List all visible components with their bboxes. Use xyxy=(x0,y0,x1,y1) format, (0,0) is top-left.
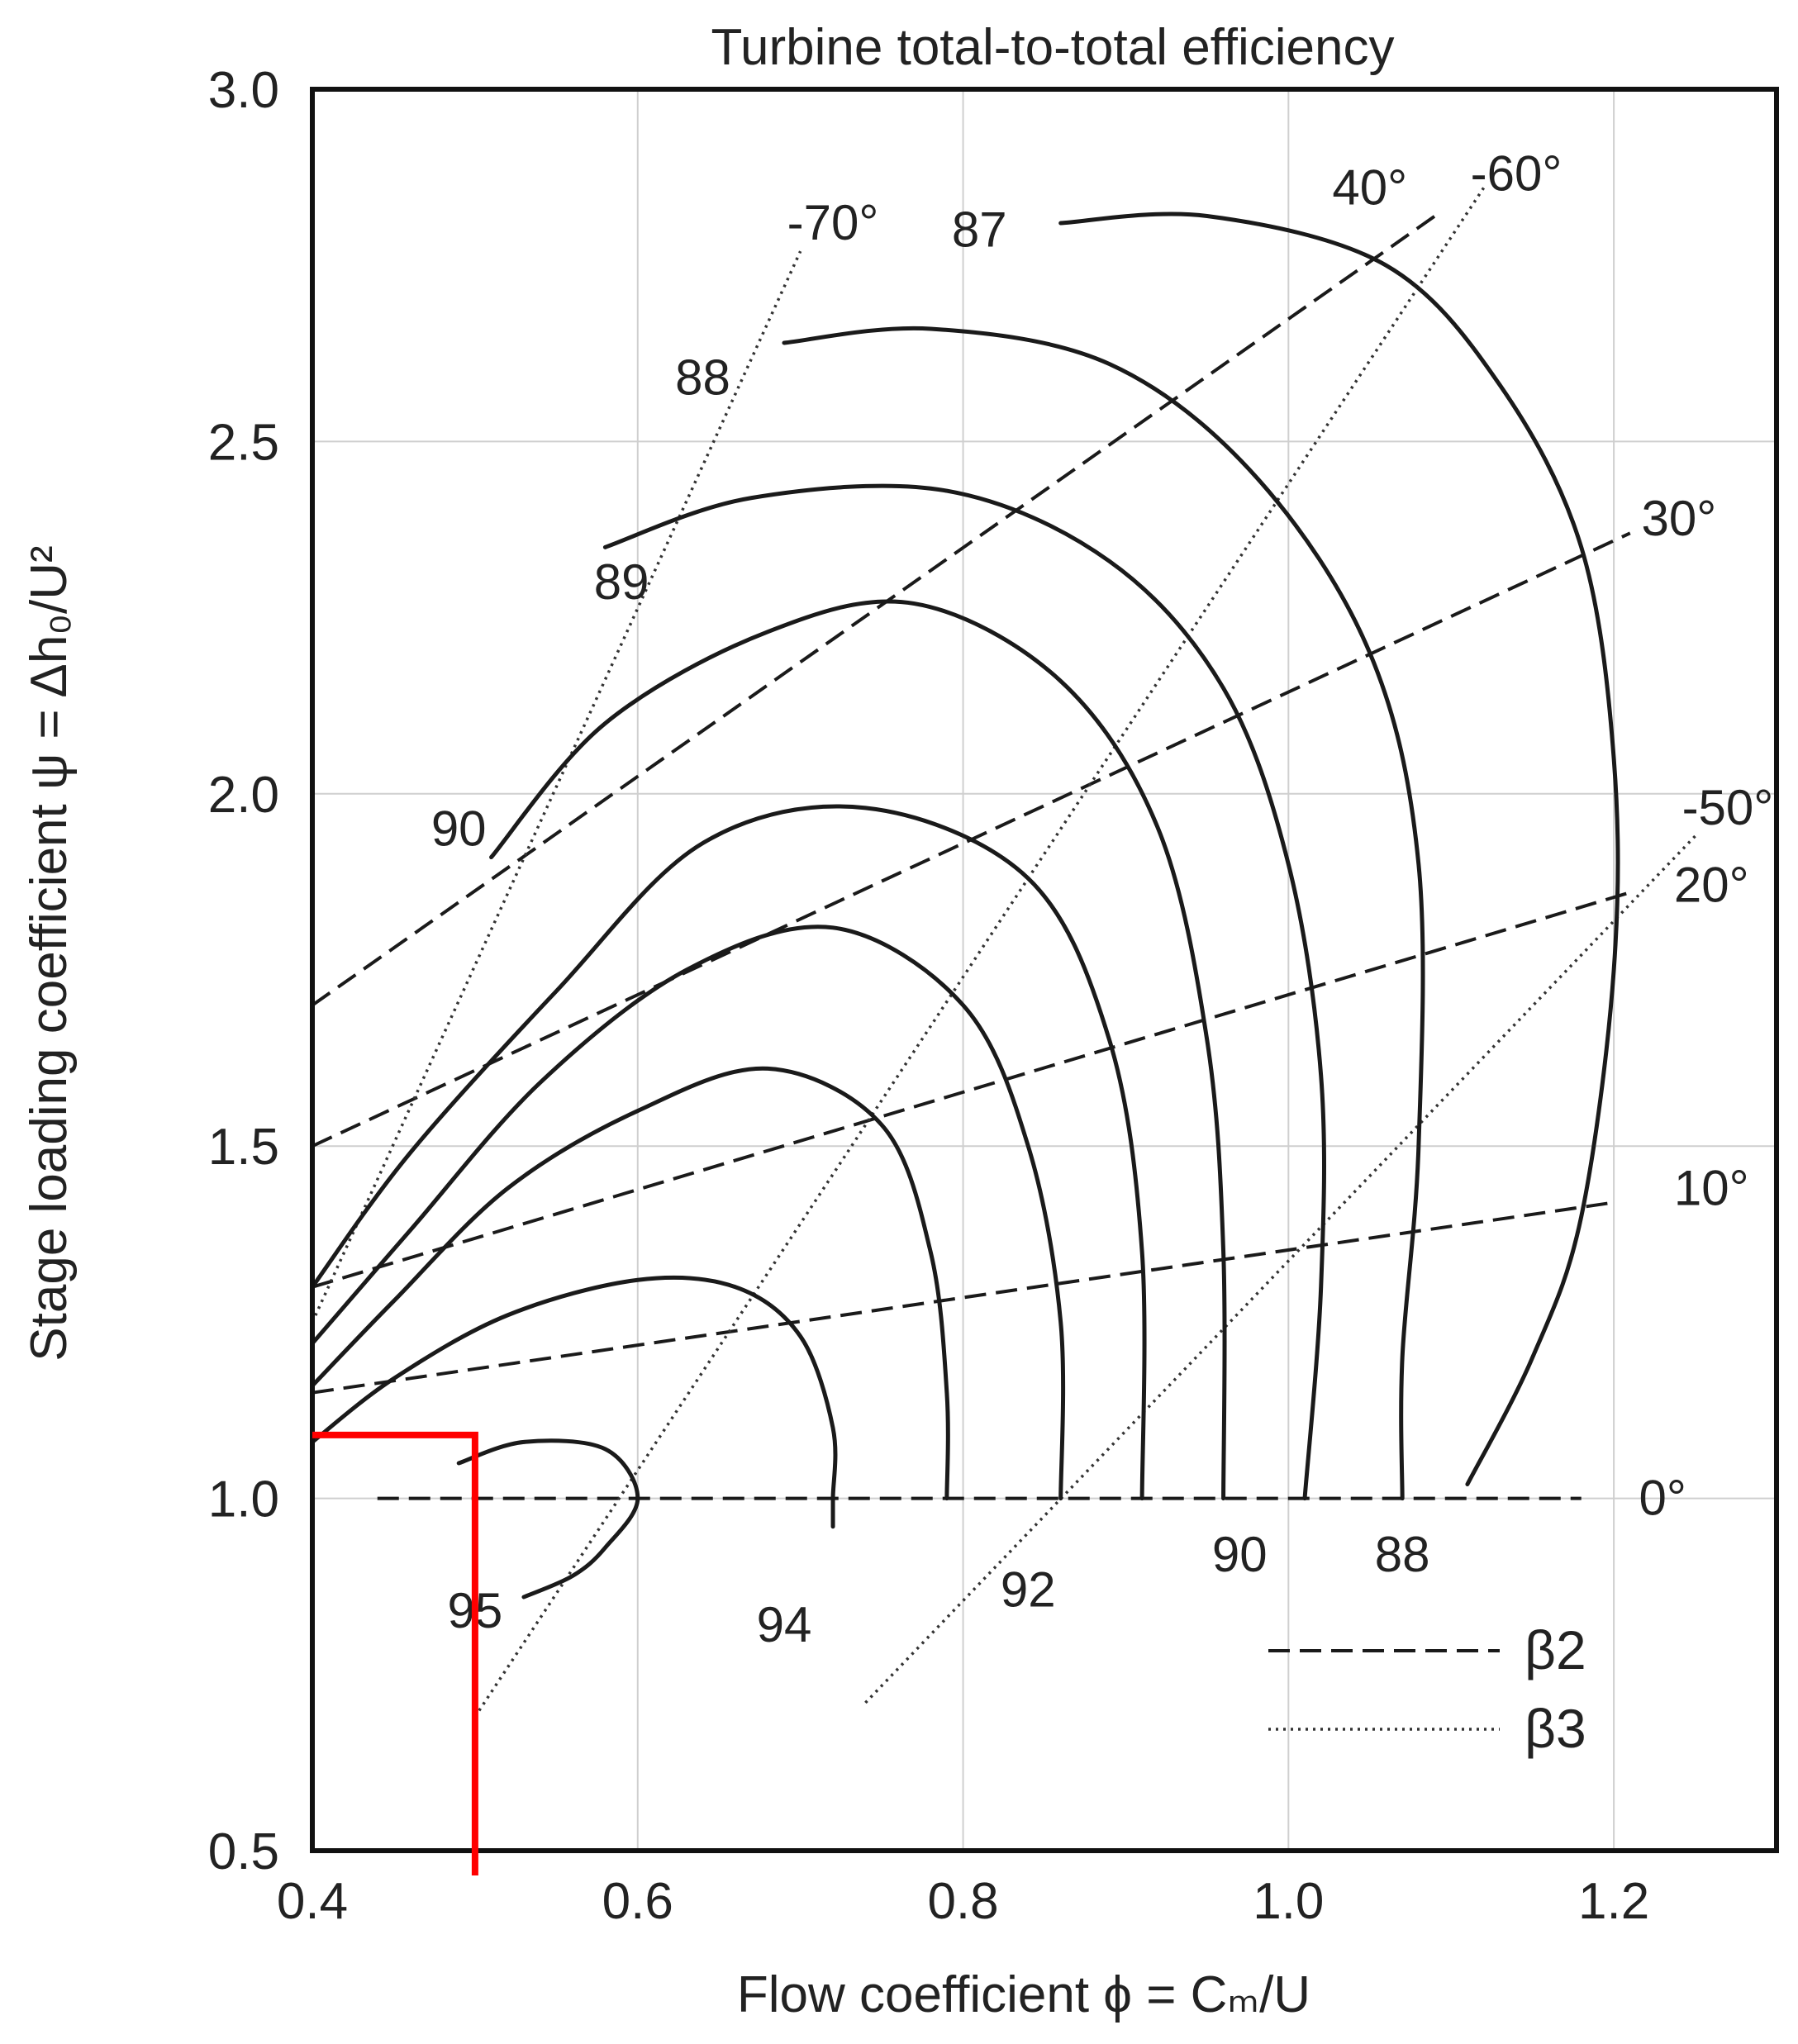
contour-label: 88 xyxy=(1375,1527,1430,1582)
beta3-line xyxy=(473,187,1486,1718)
efficiency-contour xyxy=(1058,212,1620,1487)
efficiency-contour xyxy=(489,599,1227,1501)
efficiency-contour xyxy=(602,483,1326,1501)
angle-label: 20° xyxy=(1674,858,1749,913)
x-tick-label: 0.6 xyxy=(602,1873,673,1930)
contour-label: 89 xyxy=(594,554,649,610)
chart-title: Turbine total-to-total efficiency xyxy=(711,19,1394,76)
x-tick-label: 1.2 xyxy=(1578,1873,1649,1930)
beta3-line xyxy=(311,250,802,1324)
y-tick-label: 2.0 xyxy=(208,767,279,824)
plot-area xyxy=(310,187,1696,1718)
angle-label: 0° xyxy=(1639,1471,1686,1526)
contour-label: 94 xyxy=(757,1597,812,1652)
y-tick-label: 1.0 xyxy=(208,1471,279,1528)
y-tick-label: 3.0 xyxy=(208,62,279,119)
efficiency-contour xyxy=(310,804,1147,1501)
x-axis-label: Flow coefficient ϕ = Cₘ/U xyxy=(737,1966,1310,2023)
efficiency-contour xyxy=(782,326,1425,1501)
y-axis-label: Stage loading coefficient ψ = Δh₀/U² xyxy=(21,545,78,1361)
angle-label: 30° xyxy=(1641,491,1716,546)
y-tick-label: 1.5 xyxy=(208,1119,279,1176)
angle-label: -60° xyxy=(1471,145,1563,201)
angle-label: -50° xyxy=(1682,780,1774,835)
angle-label: 10° xyxy=(1674,1160,1749,1215)
beta2-line xyxy=(312,891,1631,1289)
red-corner-marker xyxy=(312,1431,478,1875)
x-tick-label: 0.4 xyxy=(277,1873,348,1930)
efficiency-contour xyxy=(310,925,1066,1501)
x-tick-label: 0.8 xyxy=(927,1873,998,1930)
beta2-line xyxy=(311,214,1436,1007)
contour-label: 87 xyxy=(952,202,1007,258)
x-tick-label: 1.0 xyxy=(1253,1873,1324,1930)
efficiency-contour xyxy=(456,1438,640,1600)
plot-frame xyxy=(310,87,1779,1853)
contour-label: 90 xyxy=(1212,1527,1268,1582)
y-tick-label: 0.5 xyxy=(208,1823,279,1880)
contour-label: 90 xyxy=(431,801,487,856)
legend-beta2-label: β2 xyxy=(1524,1619,1586,1680)
labels: 0.4 0.6 0.8 1.0 1.2 0.5 1.0 1.5 2.0 2.5 3.0 87 88 89 9… xyxy=(208,62,1773,1930)
contour-label: 88 xyxy=(675,350,730,406)
efficiency-contour xyxy=(310,1066,950,1501)
efficiency-contour xyxy=(310,1275,838,1529)
angle-label: 40° xyxy=(1332,159,1407,215)
contour-label: 92 xyxy=(1001,1562,1056,1617)
angle-label: -70° xyxy=(787,195,879,250)
y-tick-label: 2.5 xyxy=(208,414,279,471)
legend-beta3-label: β3 xyxy=(1524,1698,1586,1759)
